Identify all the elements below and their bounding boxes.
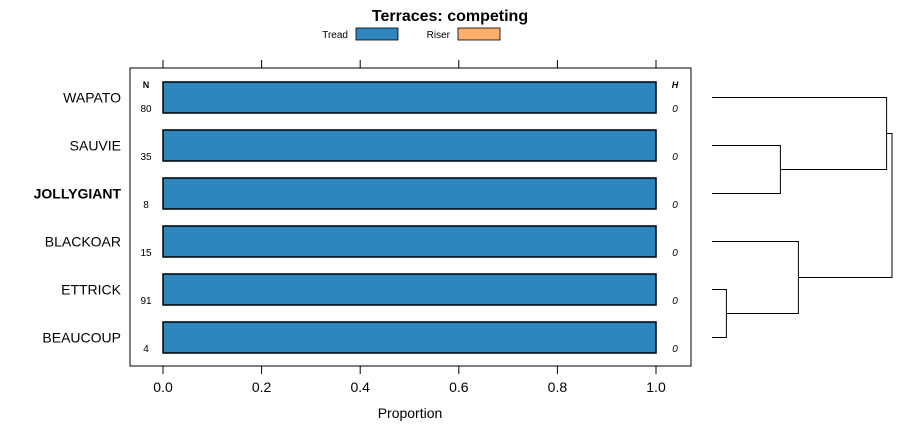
category-label-wapato: WAPATO — [63, 90, 121, 106]
x-tick-label: 0.8 — [548, 379, 568, 395]
x-tick-label: 0.4 — [350, 379, 370, 395]
bar-tread-beaucoup — [162, 321, 657, 354]
chart-title: Terraces: competing — [372, 8, 528, 25]
h-values: 0 0 0 0 0 0 — [672, 104, 678, 355]
legend-riser-label: Riser — [427, 30, 451, 41]
n-value-wapato: 80 — [140, 104, 152, 115]
bar-tread-wapato — [162, 81, 657, 114]
plot-panel — [129, 67, 692, 367]
x-tick-label: 0.6 — [449, 379, 469, 395]
category-label-beaucoup: BEAUCOUP — [42, 330, 121, 346]
n-value-beaucoup: 4 — [143, 344, 149, 355]
h-value-jollygiant: 0 — [672, 200, 678, 211]
category-label-sauvie: SAUVIE — [70, 138, 121, 154]
bar-tread-ettrick — [162, 273, 657, 306]
h-value-blackoar: 0 — [672, 248, 678, 259]
category-label-ettrick: ETTRICK — [61, 282, 122, 298]
n-value-ettrick: 91 — [140, 296, 152, 307]
x-tick-label: 1.0 — [646, 379, 666, 395]
x-tick-label: 0.2 — [252, 379, 272, 395]
category-labels: WAPATO SAUVIE JOLLYGIANT BLACKOAR ETTRICK BEA… — [34, 90, 122, 346]
x-axis-bottom: 0.0 0.2 0.4 0.6 0.8 1.0 — [153, 366, 666, 395]
legend-tread-swatch — [355, 27, 399, 41]
x-axis-top — [162, 60, 657, 68]
category-label-jollygiant: JOLLYGIANT — [34, 186, 122, 202]
h-value-sauvie: 0 — [672, 152, 678, 163]
h-value-ettrick: 0 — [672, 296, 678, 307]
n-values: 80 35 8 15 91 4 — [140, 104, 152, 355]
x-tick-label: 0.0 — [153, 379, 173, 395]
bars — [162, 81, 657, 354]
h-value-wapato: 0 — [672, 104, 678, 115]
dendrogram-branch — [798, 133, 893, 278]
bar-tread-jollygiant — [162, 177, 657, 210]
h-value-beaucoup: 0 — [672, 344, 678, 355]
legend-riser-swatch — [457, 27, 501, 41]
category-label-blackoar: BLACKOAR — [45, 234, 121, 250]
legend-tread-label: Tread — [322, 30, 348, 41]
n-value-sauvie: 35 — [140, 152, 152, 163]
n-column-header: N — [143, 80, 150, 90]
dendrogram-branch — [712, 145, 781, 194]
dendrogram-branch — [712, 241, 799, 314]
legend: Tread Riser — [322, 27, 501, 41]
dendrogram-branch — [712, 289, 727, 338]
h-column-header: H — [672, 80, 679, 90]
bar-tread-sauvie — [162, 129, 657, 162]
bar-tread-blackoar — [162, 225, 657, 258]
x-axis-label: Proportion — [378, 405, 443, 421]
dendrogram-branch — [712, 97, 888, 170]
n-value-blackoar: 15 — [140, 248, 152, 259]
dendrogram — [712, 97, 893, 338]
n-value-jollygiant: 8 — [143, 200, 149, 211]
